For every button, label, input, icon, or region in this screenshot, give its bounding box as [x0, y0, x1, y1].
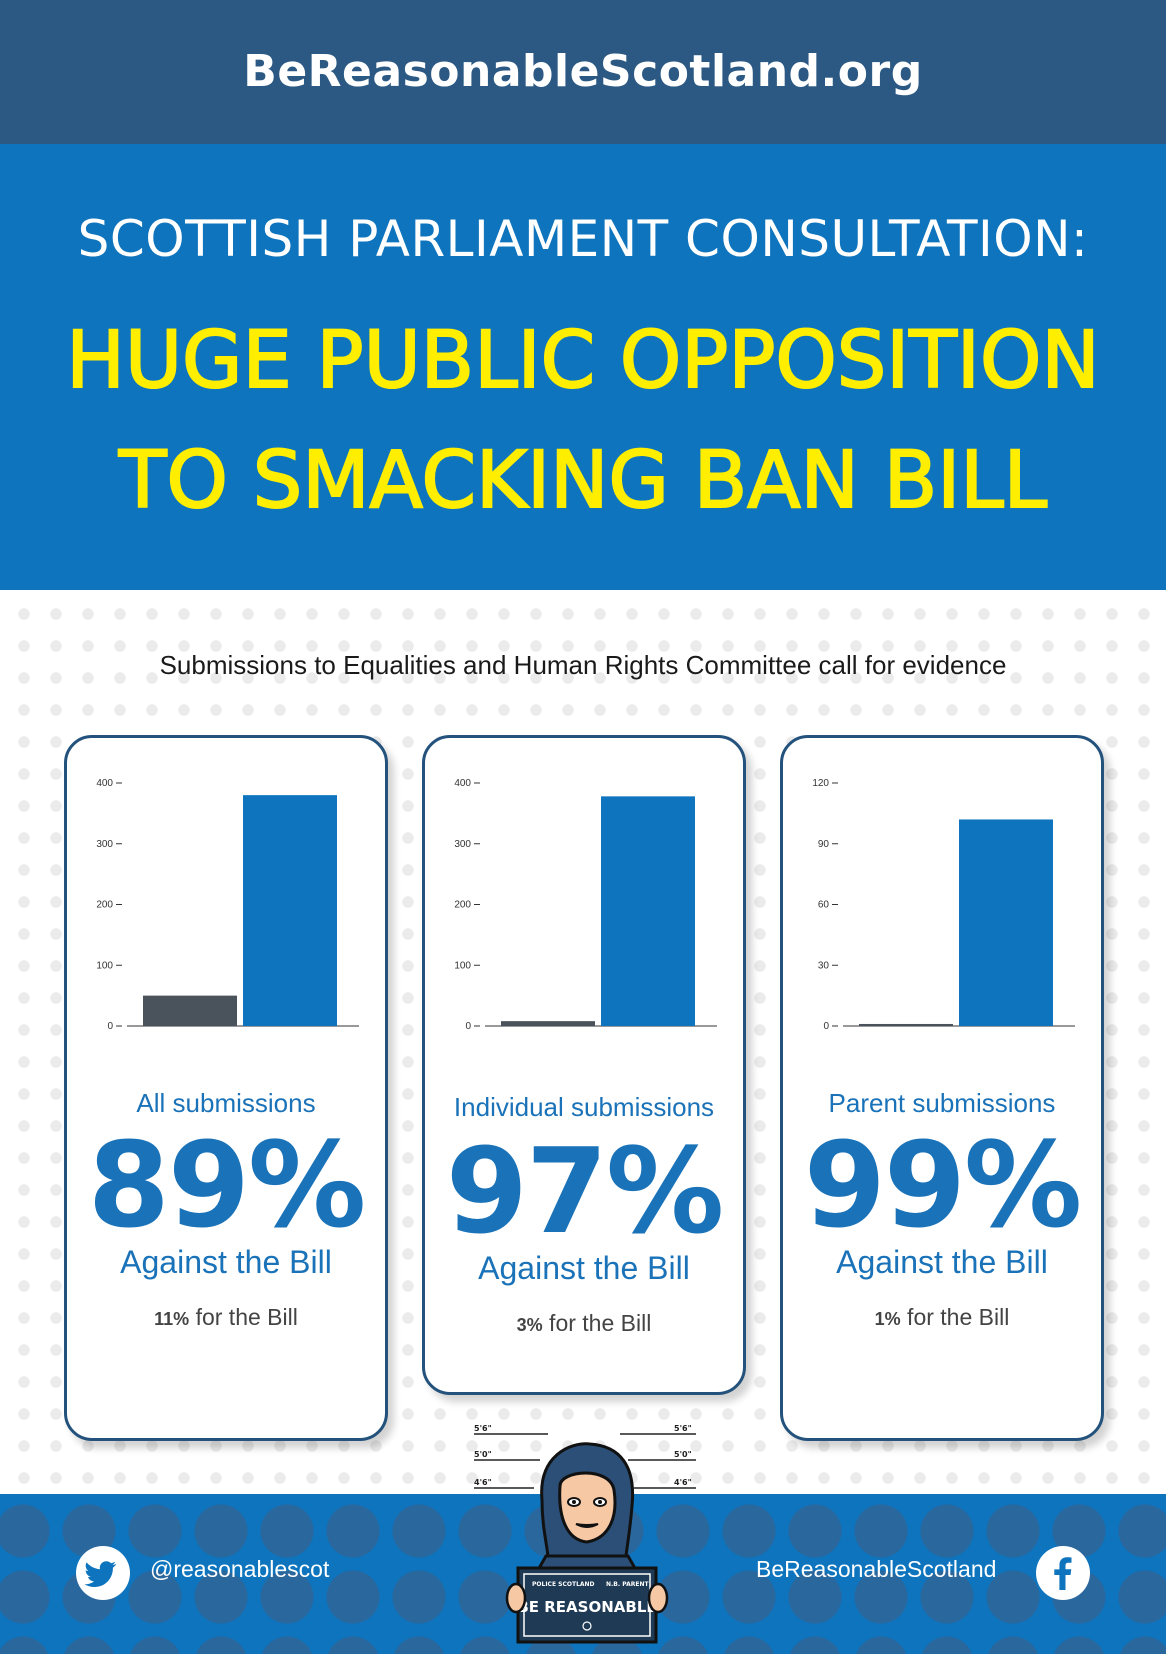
against-percent: 97% [445, 1122, 724, 1260]
headline-line-2: TO SMACKING BAN BILL [118, 435, 1048, 527]
for-text: for the Bill [542, 1310, 652, 1336]
bar-for-bill [143, 995, 237, 1026]
y-tick-label: 300 [96, 839, 113, 850]
site-url[interactable]: BeReasonableScotland.org [243, 46, 923, 97]
y-tick-label: 300 [454, 839, 471, 850]
twitter-handle[interactable]: @reasonablescot [150, 1556, 330, 1582]
top-banner: BeReasonableScotland.org [0, 0, 1166, 144]
bar-for-bill [501, 1021, 595, 1026]
bar-chart-all: 0 100 200 300 400 [96, 778, 359, 1032]
mascot-sign-top-right: N.B. PARENT [606, 1581, 649, 1588]
facebook-icon[interactable] [1036, 1546, 1090, 1600]
height-mark-left-1: 5'6" [474, 1424, 492, 1433]
for-text: for the Bill [189, 1304, 298, 1330]
y-tick-label: 100 [96, 960, 113, 971]
y-tick-label: 400 [454, 778, 471, 789]
against-text: Against the Bill [120, 1244, 332, 1280]
section-subtitle: Submissions to Equalities and Human Righ… [159, 650, 1007, 680]
y-tick-label: 60 [818, 900, 830, 911]
facebook-name[interactable]: BeReasonableScotland [756, 1556, 997, 1582]
for-percent: 11% [154, 1309, 190, 1329]
y-tick-label: 200 [454, 900, 471, 911]
y-tick-label: 100 [454, 960, 471, 971]
bar-against-bill [243, 795, 337, 1026]
for-percent: 1% [874, 1309, 901, 1329]
y-tick-label: 30 [818, 960, 830, 971]
card-label: Parent submissions [828, 1088, 1056, 1118]
bar-chart-parent: 0 30 60 90 120 [812, 778, 1075, 1032]
mascot-illustration: 5'6" 5'0" 4'6" 5'6" 5'0" 4'6" POLICE SCO… [474, 1424, 696, 1644]
stat-card-parent: 0 30 60 90 120 Parent submissions 99% Agains… [780, 735, 1104, 1441]
bar-against-bill [959, 819, 1053, 1026]
y-tick-label: 120 [812, 778, 829, 789]
against-percent: 99% [803, 1116, 1082, 1254]
headline-line-1: HUGE PUBLIC OPPOSITION [65, 315, 1100, 407]
stat-card-all: 0 100 200 300 400 All submissions 89% Agains… [64, 735, 388, 1441]
card-label: Individual submissions [453, 1092, 715, 1122]
bar-chart-individual: 0 100 200 300 400 [454, 778, 717, 1032]
twitter-icon[interactable] [76, 1546, 130, 1600]
height-mark-right-3: 4'6" [674, 1478, 692, 1487]
height-mark-right-1: 5'6" [674, 1424, 692, 1433]
y-tick-label: 0 [465, 1021, 471, 1032]
height-mark-right-2: 5'0" [674, 1450, 692, 1459]
for-text: for the Bill [900, 1304, 1010, 1330]
y-tick-label: 0 [107, 1021, 113, 1032]
against-text: Against the Bill [836, 1244, 1048, 1280]
y-tick-label: 0 [823, 1021, 829, 1032]
card-label: All submissions [136, 1088, 316, 1118]
bar-for-bill [859, 1023, 953, 1026]
stat-card-individual: 0 100 200 300 400 Individual submissions 97%… [422, 735, 746, 1395]
y-tick-label: 200 [96, 900, 113, 911]
bar-against-bill [601, 796, 695, 1026]
hero-kicker: SCOTTISH PARLIAMENT CONSULTATION: [77, 210, 1089, 268]
y-tick-label: 90 [818, 839, 830, 850]
against-text: Against the Bill [478, 1250, 690, 1286]
for-line: 1% for the Bill [783, 1304, 1101, 1331]
for-line: 3% for the Bill [425, 1310, 743, 1337]
height-mark-left-2: 5'0" [474, 1450, 492, 1459]
for-percent: 3% [516, 1315, 543, 1335]
mascot-sign-text: BE REASONABLE [517, 1598, 656, 1616]
for-line: 11% for the Bill [67, 1304, 385, 1331]
against-percent: 89% [87, 1116, 366, 1254]
content-area: Submissions to Equalities and Human Righ… [0, 590, 1166, 1494]
y-tick-label: 400 [96, 778, 113, 789]
height-mark-left-3: 4'6" [474, 1478, 492, 1487]
hero-banner: SCOTTISH PARLIAMENT CONSULTATION: HUGE P… [0, 144, 1166, 590]
mascot-sign-top-left: POLICE SCOTLAND [532, 1581, 595, 1588]
